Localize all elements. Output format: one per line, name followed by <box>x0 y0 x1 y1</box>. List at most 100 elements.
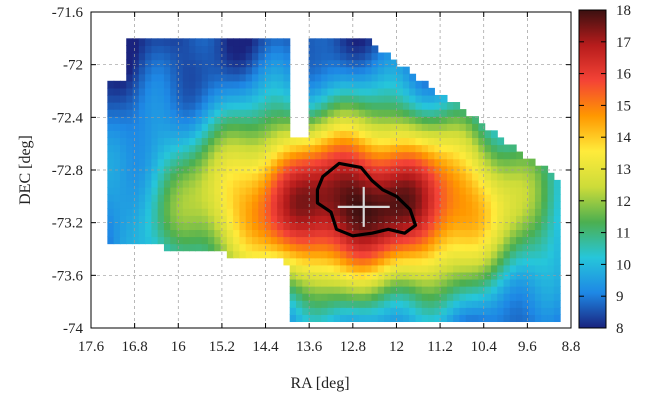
heat-cell <box>390 80 398 89</box>
heat-cell <box>277 66 285 75</box>
heat-cell <box>195 243 203 252</box>
heat-cell <box>321 208 329 216</box>
heat-cell <box>327 278 335 287</box>
heat-cell <box>490 286 498 294</box>
heat-cell <box>251 222 259 231</box>
heat-cell <box>446 243 454 252</box>
heat-cell <box>176 52 184 61</box>
heat-cell <box>277 59 285 68</box>
heat-cell <box>258 229 266 238</box>
heat-cell <box>182 179 190 188</box>
heat-cell <box>409 102 417 110</box>
heat-cell <box>145 59 152 68</box>
heat-cell <box>220 116 228 124</box>
heat-cell <box>371 293 379 301</box>
heat-cell <box>497 264 505 273</box>
heat-cell <box>126 215 134 223</box>
heat-cell <box>151 102 159 110</box>
heat-cell <box>157 38 165 47</box>
heat-cell <box>522 264 530 273</box>
heat-cell <box>220 87 228 96</box>
heat-cell <box>377 102 385 110</box>
heat-cell <box>484 243 492 252</box>
heat-cell <box>264 38 272 47</box>
heat-cell <box>119 172 127 181</box>
heat-cell <box>384 87 391 96</box>
heat-cell <box>302 286 310 294</box>
heat-cell <box>352 229 360 238</box>
heat-cell <box>132 201 140 209</box>
heat-cell <box>321 45 329 54</box>
heat-cell <box>327 215 335 223</box>
heat-cell <box>503 215 511 223</box>
heat-cell <box>472 293 479 301</box>
heat-cell <box>390 94 398 103</box>
heat-cell <box>321 186 329 195</box>
heat-cell <box>333 257 341 266</box>
heat-cell <box>264 116 272 124</box>
heat-cell <box>434 222 442 231</box>
heat-cell <box>113 229 121 238</box>
heat-cell <box>220 165 228 174</box>
heat-cell <box>289 300 297 308</box>
heat-cell <box>333 314 341 323</box>
heat-cell <box>163 179 171 188</box>
heat-cell <box>107 201 115 209</box>
heat-cell <box>396 179 404 188</box>
heat-cell <box>396 186 404 195</box>
heat-cell <box>138 94 146 103</box>
heat-cell <box>170 80 178 89</box>
heat-cell <box>541 186 549 195</box>
heat-cell <box>113 179 121 188</box>
heat-cell <box>465 158 473 167</box>
heat-cell <box>503 144 511 153</box>
heat-cell <box>277 243 285 252</box>
heat-cell <box>472 201 479 209</box>
heat-cell <box>522 257 530 266</box>
heat-cell <box>264 102 272 110</box>
heat-cell <box>371 165 379 174</box>
heat-cell <box>440 116 448 124</box>
heat-cell <box>528 201 536 209</box>
heat-cell <box>251 73 259 82</box>
heat-cell <box>107 172 115 181</box>
heat-cell <box>226 236 234 245</box>
heat-cell <box>308 243 316 252</box>
heat-cell <box>377 250 385 259</box>
heat-cell <box>132 144 140 153</box>
heat-cell <box>207 208 215 216</box>
heat-cell <box>516 186 523 195</box>
heat-cell <box>251 130 259 139</box>
heat-cell <box>170 229 178 238</box>
heat-cell <box>340 116 347 124</box>
heat-cell <box>207 59 215 68</box>
heat-cell <box>547 201 555 209</box>
heat-cell <box>189 45 196 54</box>
heat-cell <box>346 194 354 202</box>
heat-cell <box>541 165 549 174</box>
heat-cell <box>352 52 360 61</box>
heat-cell <box>465 250 473 259</box>
heat-cell <box>440 186 448 195</box>
heat-cell <box>459 236 467 245</box>
heat-cell <box>516 243 523 252</box>
heat-cell <box>421 314 429 323</box>
heat-cell <box>421 271 429 280</box>
y-tick-label: -72.4 <box>52 110 84 126</box>
heat-cell <box>157 194 165 202</box>
heat-cell <box>302 307 310 315</box>
heat-cell <box>333 158 341 167</box>
heat-cell <box>490 257 498 266</box>
heat-cell <box>541 236 549 245</box>
heat-cell <box>459 243 467 252</box>
heat-cell <box>176 165 184 174</box>
heat-cell <box>446 165 454 174</box>
heat-cell <box>239 194 247 202</box>
heat-cell <box>264 236 272 245</box>
heat-cell <box>333 172 341 181</box>
heat-cell <box>283 137 291 146</box>
heat-cell <box>396 116 404 124</box>
heat-cell <box>189 66 196 75</box>
heat-cell <box>157 102 165 110</box>
heat-cell <box>415 87 423 96</box>
